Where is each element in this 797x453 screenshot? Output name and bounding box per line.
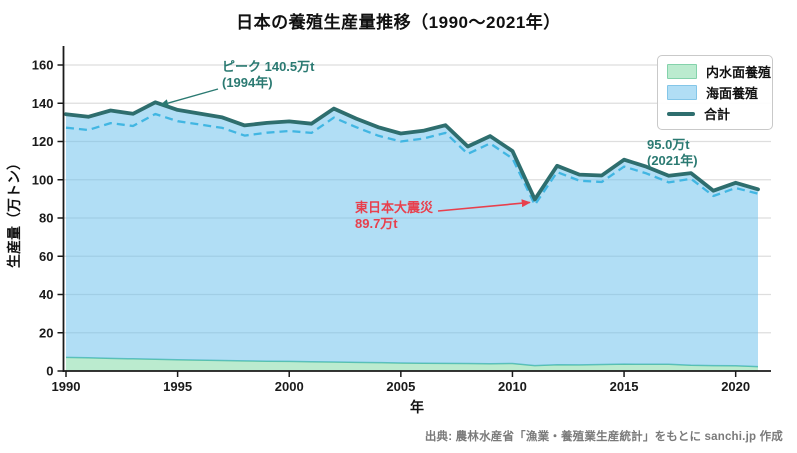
peak-annotation-line1: ピーク 140.5万t <box>222 59 315 74</box>
latest-value-line2: (2021年) <box>647 153 698 169</box>
x-tick-label: 2020 <box>721 379 750 394</box>
x-tick-label: 1995 <box>163 379 192 394</box>
inland-area-swatch-icon <box>667 64 697 79</box>
y-tick-label: 80 <box>39 211 53 226</box>
peak-arrow <box>159 88 219 107</box>
earthquake-annotation: 東日本大震災 89.7万t <box>355 200 433 233</box>
y-tick-label: 20 <box>39 325 53 340</box>
latest-value-line1: 95.0万t <box>647 137 690 152</box>
y-tick-label: 40 <box>39 287 53 302</box>
total-line <box>64 100 760 202</box>
y-tick-label: 100 <box>32 172 54 187</box>
latest-value-annotation: 95.0万t (2021年) <box>647 137 698 170</box>
legend-item-marine: 海面養殖 <box>667 84 762 101</box>
x-tick-label: 2015 <box>610 379 639 394</box>
y-tick-label: 0 <box>46 364 53 379</box>
earthquake-arrow <box>437 199 531 212</box>
earthquake-annotation-line1: 東日本大震災 <box>355 200 434 215</box>
marine-area-swatch-icon <box>667 85 697 100</box>
x-tick-label: 1990 <box>52 379 81 394</box>
legend-item-inland: 内水面養殖 <box>667 63 771 80</box>
x-tick-label: 2000 <box>275 379 304 394</box>
y-tick-label: 60 <box>39 249 53 264</box>
x-tick-label: 2010 <box>498 379 527 394</box>
peak-annotation: ピーク 140.5万t (1994年) <box>222 59 314 92</box>
x-tick-label: 2005 <box>386 379 415 394</box>
marine-area <box>66 102 758 367</box>
marine-dashed-line <box>65 112 759 206</box>
y-axis-label: 生産量（万トン） <box>6 156 22 268</box>
x-axis-label: 年 <box>410 399 424 415</box>
legend-label-total: 合計 <box>704 107 731 122</box>
peak-annotation-line2: (1994年) <box>222 75 273 91</box>
legend-item-total: 合計 <box>667 105 762 122</box>
y-tick-label: 140 <box>32 96 54 111</box>
total-line-swatch-icon <box>667 111 695 116</box>
source-note: 出典: 農林水産省「漁業・養殖業生産統計」をもとに sanchi.jp 作成 <box>424 431 783 443</box>
legend-label-marine: 海面養殖 <box>706 86 759 101</box>
chart-title: 日本の養殖生産量推移（1990〜2021年） <box>236 13 561 32</box>
legend-label-inland: 内水面養殖 <box>706 65 772 80</box>
y-tick-label: 160 <box>32 58 54 73</box>
y-tick-label: 120 <box>32 134 54 149</box>
legend: 内水面養殖 海面養殖 合計 <box>657 55 773 130</box>
earthquake-annotation-line2: 89.7万t <box>355 216 398 232</box>
